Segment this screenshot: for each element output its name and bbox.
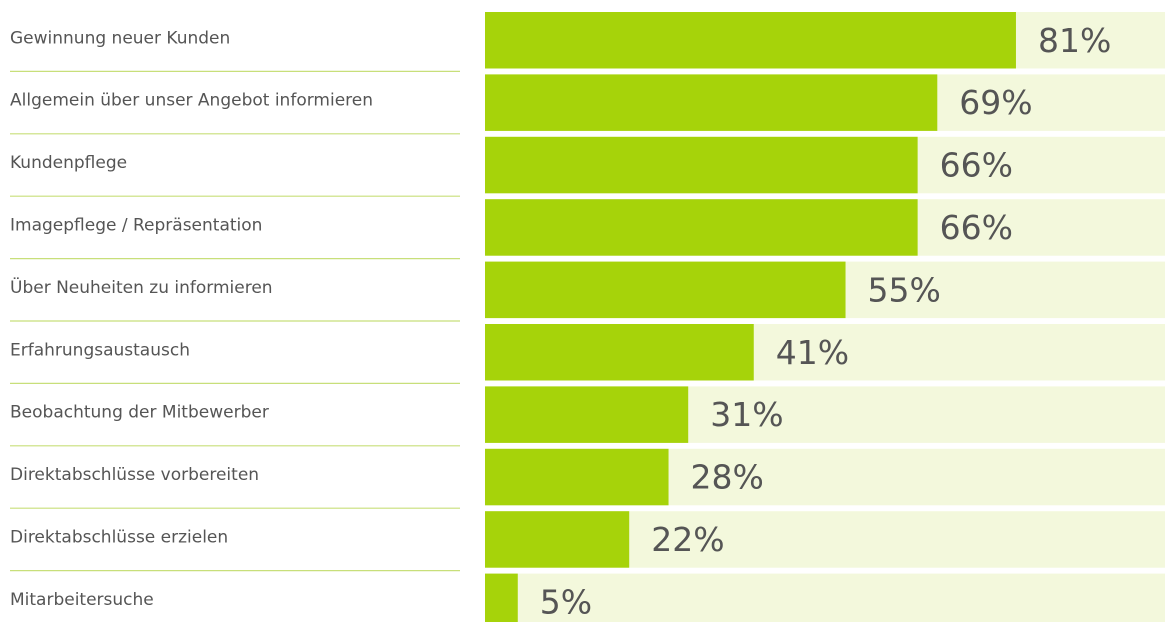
bar bbox=[485, 136, 918, 194]
value-label: 41% bbox=[776, 333, 849, 372]
category-label: Direktabschlüsse erzielen bbox=[10, 527, 228, 547]
bar bbox=[485, 74, 938, 131]
category-label: Kundenpflege bbox=[10, 153, 127, 173]
category-label: Mitarbeitersuche bbox=[10, 590, 154, 610]
category-label: Direktabschlüsse vorbereiten bbox=[10, 465, 259, 485]
category-label: Gewinnung neuer Kunden bbox=[10, 28, 230, 48]
value-label: 69% bbox=[959, 83, 1032, 122]
value-label: 5% bbox=[540, 582, 592, 621]
bar bbox=[485, 511, 630, 568]
bar bbox=[485, 261, 846, 319]
bar bbox=[485, 199, 918, 256]
category-label: Imagepflege / Repräsentation bbox=[10, 215, 262, 235]
value-label: 55% bbox=[868, 270, 941, 309]
category-label: Über Neuheiten zu informieren bbox=[10, 276, 273, 298]
bar bbox=[485, 448, 669, 506]
value-label: 66% bbox=[940, 146, 1013, 185]
category-label: Erfahrungsaustausch bbox=[10, 340, 190, 360]
value-label: 81% bbox=[1038, 21, 1111, 60]
bar bbox=[485, 386, 689, 443]
bar bbox=[485, 12, 1016, 69]
bar bbox=[485, 573, 518, 622]
value-label: 28% bbox=[691, 458, 764, 497]
bar bbox=[485, 324, 754, 381]
bar-track bbox=[485, 573, 1165, 622]
category-label: Beobachtung der Mitbewerber bbox=[10, 403, 269, 423]
value-label: 22% bbox=[651, 520, 724, 559]
category-label: Allgemein über unser Angebot informieren bbox=[10, 91, 373, 111]
value-label: 66% bbox=[940, 208, 1013, 247]
value-label: 31% bbox=[710, 395, 783, 434]
